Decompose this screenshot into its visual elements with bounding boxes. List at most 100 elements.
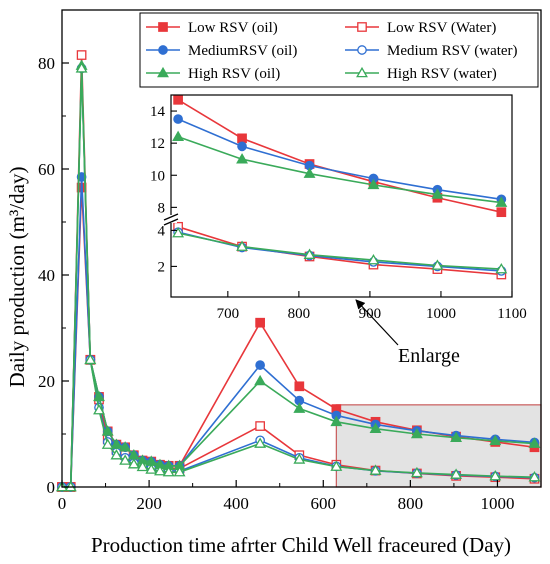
data-point — [528, 471, 541, 482]
inset-frame — [170, 94, 513, 298]
data-point — [489, 434, 502, 446]
data-point — [255, 317, 265, 328]
data-point — [173, 466, 186, 477]
inset-series-line — [177, 135, 502, 204]
legend-marker — [157, 66, 169, 78]
y-tick-label: 0 — [47, 478, 56, 497]
legend-marker — [357, 22, 367, 32]
inset-data-point — [367, 178, 380, 190]
inset-data-point — [496, 207, 507, 218]
y-tick-label: 20 — [38, 372, 55, 391]
inset-series-4 — [172, 130, 508, 207]
data-point — [330, 460, 343, 471]
axis-break-mark — [163, 213, 179, 221]
data-point — [110, 449, 123, 460]
inset-series-line — [177, 232, 502, 270]
plot-frame — [61, 9, 542, 488]
inset-data-point — [237, 141, 247, 152]
inset-data-point — [172, 130, 185, 142]
legend-entry: High RSV (water) — [345, 66, 497, 82]
inset-x-tick-label: 1100 — [497, 306, 526, 322]
data-point — [450, 468, 463, 479]
inset-y-tick-label: 4 — [158, 223, 166, 239]
data-point — [162, 466, 175, 477]
legend-label: High RSV (oil) — [188, 66, 280, 82]
inset-series-line — [177, 226, 502, 276]
x-axis-title: Production time afrter Child Well fraceu… — [91, 533, 511, 557]
data-point — [84, 353, 97, 365]
data-point — [294, 381, 305, 392]
data-point — [369, 422, 382, 433]
data-point — [369, 464, 382, 475]
data-point — [145, 463, 158, 474]
data-point — [75, 62, 88, 73]
inset-data-point — [173, 114, 183, 124]
legend-entry: Medium RSV (water) — [345, 43, 518, 59]
inset-y-tick-label: 12 — [150, 136, 165, 152]
inset-y-tick-label: 10 — [150, 168, 165, 184]
legend-label: Medium RSV (water) — [387, 43, 518, 59]
inset-series-5 — [172, 226, 508, 274]
data-point — [255, 421, 265, 431]
x-tick-label: 400 — [223, 494, 249, 513]
data-point — [127, 458, 140, 469]
data-point — [410, 466, 423, 478]
legend-box — [139, 12, 539, 88]
inset-data-point — [236, 153, 248, 164]
inset-data-point — [431, 259, 444, 270]
data-point — [528, 437, 541, 448]
legend-label: High RSV (water) — [387, 66, 497, 82]
data-point — [101, 438, 114, 449]
inset-data-point — [236, 240, 248, 251]
x-tick-label: 200 — [136, 494, 162, 513]
inset-plot: 700 800 900 1000 1100 2 4 8 10 12 14 — [150, 94, 527, 322]
inset-data-point — [172, 226, 185, 238]
y-tick-label: 40 — [38, 266, 55, 285]
data-point — [154, 464, 166, 476]
legend-entry: Low RSV (oil) — [146, 20, 278, 36]
inset-data-point — [303, 248, 316, 259]
x-tick-label: 0 — [58, 494, 67, 513]
data-point — [293, 453, 306, 464]
legend-marker — [158, 45, 168, 55]
data-point — [293, 402, 306, 413]
inset-data-point — [173, 94, 183, 105]
legend-label: Low RSV (oil) — [188, 20, 278, 36]
inset-x-tick-label: 1000 — [426, 306, 456, 322]
data-point — [119, 454, 132, 465]
inset-data-point — [495, 262, 508, 274]
inset-x-tick-label: 900 — [359, 306, 382, 322]
inset-data-point — [495, 196, 508, 207]
legend: Low RSV (oil) Low RSV (Water) MediumRSV (o… — [139, 12, 539, 88]
legend-marker — [356, 66, 368, 78]
axis-break-mark — [163, 218, 179, 226]
legend-entry: High RSV (oil) — [146, 66, 280, 82]
data-point — [110, 438, 123, 449]
inset-y-tick-label: 14 — [150, 104, 166, 120]
data-point — [254, 437, 267, 448]
x-tick-label: 600 — [311, 494, 337, 513]
inset-x-tick-label: 800 — [288, 306, 311, 322]
data-point — [254, 374, 267, 386]
data-point — [330, 415, 343, 427]
data-point — [410, 427, 423, 439]
axis-break-gap — [165, 215, 177, 223]
x-tick-label: 800 — [398, 494, 424, 513]
data-point — [119, 441, 132, 452]
data-point — [255, 360, 265, 370]
inset-data-point — [367, 253, 380, 265]
inset-series-line — [177, 118, 502, 201]
legend-label: Low RSV (Water) — [387, 20, 496, 36]
legend-marker — [357, 45, 367, 55]
inset-data-point — [431, 188, 444, 199]
series-line — [62, 68, 535, 488]
data-point — [93, 404, 105, 415]
data-point — [489, 469, 502, 481]
inset-data-point — [303, 167, 316, 178]
legend-label: MediumRSV (oil) — [188, 43, 297, 59]
legend-entry: MediumRSV (oil) — [146, 43, 297, 59]
inset-y-tick-label: 8 — [158, 200, 166, 216]
inset-y-tick-label: 2 — [158, 259, 166, 275]
data-point — [450, 431, 463, 442]
